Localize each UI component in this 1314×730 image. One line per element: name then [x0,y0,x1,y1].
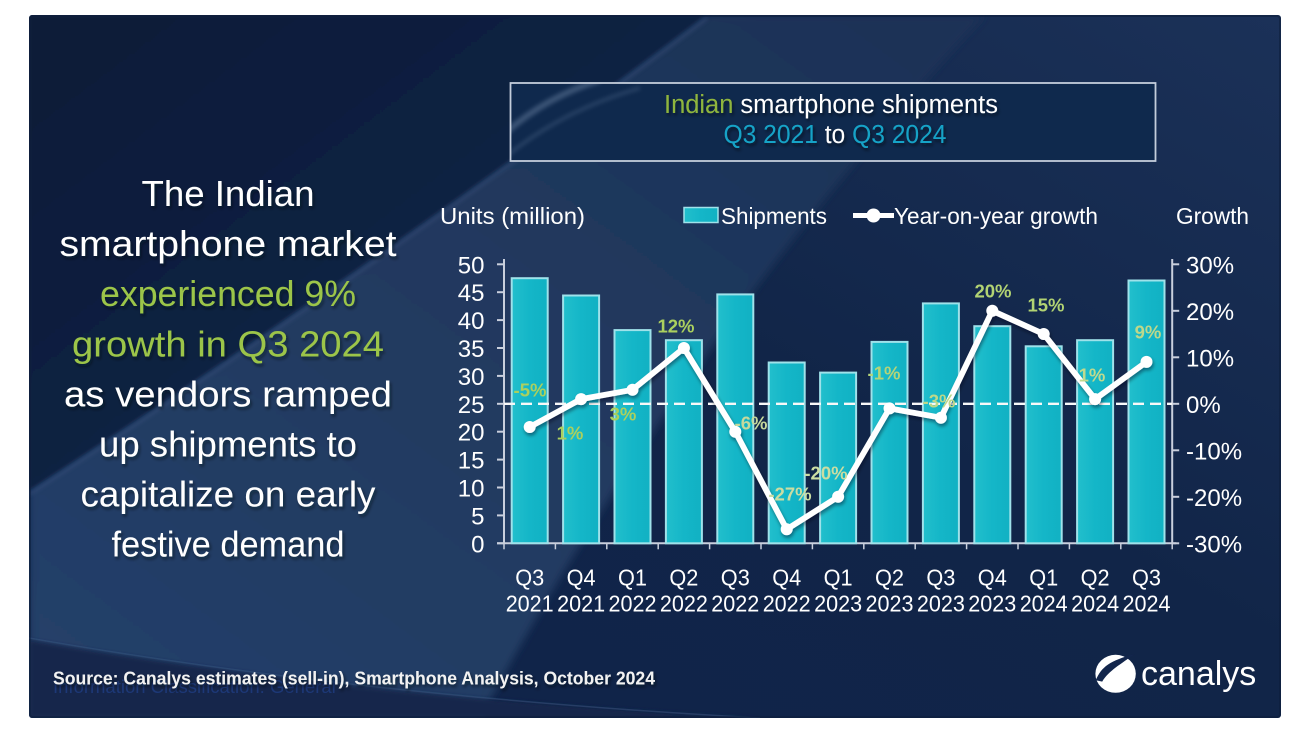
svg-text:20: 20 [458,420,485,447]
svg-text:festive demand: festive demand [112,524,345,565]
svg-text:2022: 2022 [711,591,759,617]
svg-text:2024: 2024 [1020,591,1068,617]
svg-text:30: 30 [458,364,485,391]
svg-text:Q2: Q2 [1081,565,1110,591]
svg-text:up shipments to: up shipments to [99,424,357,465]
svg-text:Q1: Q1 [618,565,647,591]
svg-text:-10%: -10% [1186,438,1242,465]
svg-text:Indian smartphone shipments: Indian smartphone shipments [664,91,998,119]
svg-text:Q3: Q3 [721,565,750,591]
svg-text:20%: 20% [974,281,1011,302]
svg-text:capitalize on early: capitalize on early [81,474,376,515]
svg-text:1%: 1% [1079,365,1106,386]
svg-text:2022: 2022 [609,591,657,617]
svg-text:2021: 2021 [506,591,554,617]
svg-text:Q3: Q3 [926,565,955,591]
svg-text:Q3: Q3 [515,565,544,591]
svg-text:Information Classification: Ge: Information Classification: General [53,676,336,697]
svg-text:as vendors ramped: as vendors ramped [64,373,392,414]
svg-text:45: 45 [458,280,485,307]
svg-text:Year-on-year growth: Year-on-year growth [894,203,1098,229]
svg-text:Q3: Q3 [1132,565,1161,591]
svg-text:5: 5 [471,503,484,530]
svg-text:-20%: -20% [804,463,847,484]
svg-text:25: 25 [458,392,485,419]
svg-text:Q2: Q2 [669,565,698,591]
svg-text:Q2: Q2 [875,565,904,591]
svg-text:2023: 2023 [968,591,1016,617]
svg-text:growth in Q3 2024: growth in Q3 2024 [72,323,384,364]
svg-text:Shipments: Shipments [721,203,827,229]
svg-text:Q4: Q4 [772,565,801,591]
svg-text:The Indian: The Indian [142,173,315,214]
svg-text:-5%: -5% [514,380,547,401]
svg-text:Units (million): Units (million) [440,203,585,229]
svg-text:20%: 20% [1186,299,1234,326]
svg-text:30%: 30% [1186,252,1234,279]
svg-text:2024: 2024 [1123,591,1171,617]
svg-text:experienced 9%: experienced 9% [100,273,356,314]
svg-text:50: 50 [458,252,485,279]
svg-text:Q1: Q1 [824,565,853,591]
svg-text:canalys: canalys [1141,655,1256,693]
svg-text:2023: 2023 [866,591,914,617]
svg-text:Q3 2021 to Q3 2024: Q3 2021 to Q3 2024 [724,121,947,149]
svg-text:10%: 10% [1186,345,1234,372]
svg-text:12%: 12% [657,316,694,337]
svg-text:15%: 15% [1027,295,1064,316]
svg-text:Source: Canalys estimates (sel: Source: Canalys estimates (sell-in), Sma… [53,668,656,689]
svg-text:3%: 3% [610,404,637,425]
svg-text:1%: 1% [557,423,584,444]
svg-text:Growth: Growth [1176,203,1249,229]
svg-text:-6%: -6% [735,413,768,434]
svg-text:35: 35 [458,336,485,363]
svg-text:smartphone market: smartphone market [60,223,397,264]
svg-text:2022: 2022 [763,591,811,617]
svg-text:2023: 2023 [814,591,862,617]
svg-text:0: 0 [471,531,484,558]
svg-text:15: 15 [458,448,485,475]
svg-text:10: 10 [458,476,485,503]
svg-text:-20%: -20% [1186,485,1242,512]
svg-text:Q4: Q4 [567,565,596,591]
svg-text:-1%: -1% [868,363,901,384]
svg-text:-30%: -30% [1186,531,1242,558]
svg-text:9%: 9% [1135,322,1162,343]
svg-text:40: 40 [458,308,485,335]
svg-text:2023: 2023 [917,591,965,617]
svg-text:2021: 2021 [557,591,605,617]
svg-text:0%: 0% [1186,392,1221,419]
svg-text:Q1: Q1 [1029,565,1058,591]
svg-text:-27%: -27% [768,484,811,505]
svg-text:-3%: -3% [923,391,956,412]
svg-text:2022: 2022 [660,591,708,617]
svg-text:Q4: Q4 [978,565,1007,591]
svg-text:2024: 2024 [1071,591,1119,617]
